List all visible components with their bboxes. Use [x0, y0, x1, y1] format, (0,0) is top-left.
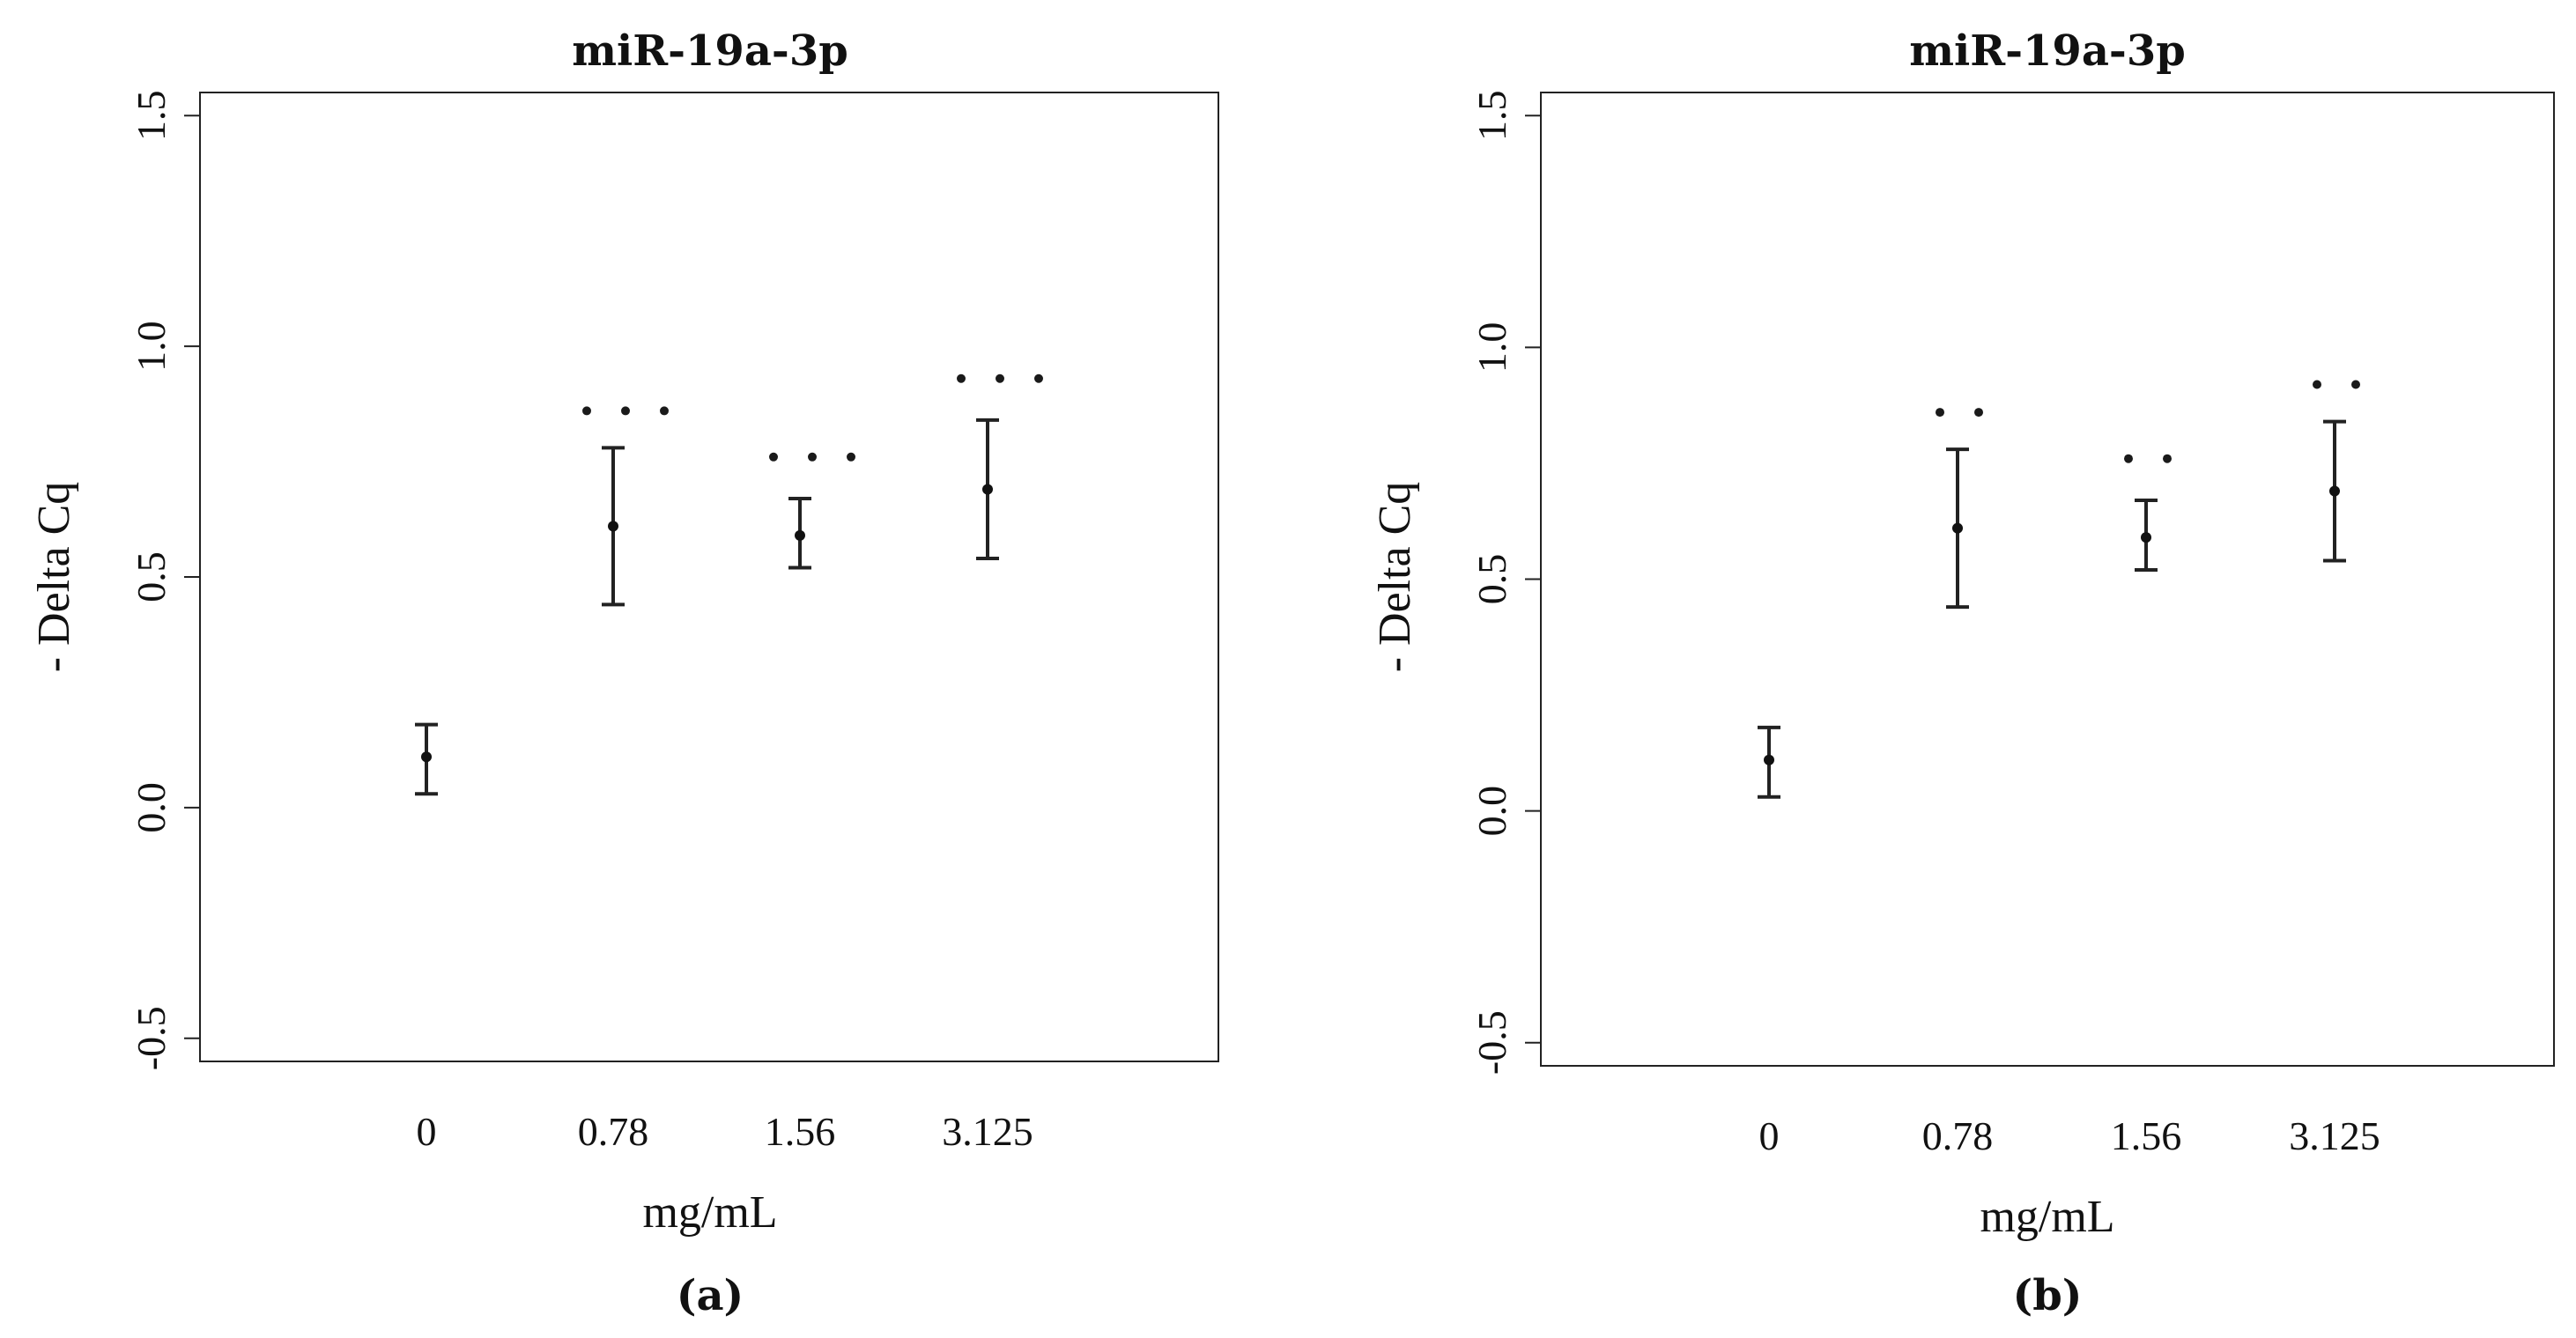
data-point [2141, 532, 2151, 543]
significance-dot [582, 406, 591, 416]
significance-marker [957, 373, 1043, 383]
significance-marker [2124, 454, 2172, 463]
significance-dot [1974, 408, 1983, 418]
chart-title: miR-19a-3p [1909, 26, 2186, 76]
x-tick-label: 0 [1759, 1113, 1780, 1158]
y-tick-label: 0.5 [1469, 554, 1514, 605]
y-tick-label: -0.5 [1469, 1010, 1514, 1075]
y-tick-label: 1.0 [1469, 322, 1514, 373]
y-tick-label: 1.5 [129, 90, 174, 141]
data-point [1952, 522, 1963, 534]
x-tick-label: 1.56 [2111, 1113, 2182, 1158]
significance-dot [621, 406, 630, 416]
significance-dot [996, 373, 1004, 383]
x-tick-label: 3.125 [2289, 1113, 2380, 1158]
plot-area: -0.5 0.0 0.5 1.0 1.5 0 0.78 1.56 3.125 [129, 90, 1043, 1154]
y-tick-label: 0.0 [1469, 786, 1514, 837]
x-tick-label: 0.78 [578, 1109, 649, 1154]
chart-panel-a: miR-19a-3p -0.5 0.0 0.5 1.0 1.5 0 0.78 1.56 3.12… [29, 26, 1219, 1320]
x-tick-label: 0.78 [1922, 1113, 1994, 1158]
y-tick-label: 0.0 [129, 782, 174, 833]
chart-panel-b: miR-19a-3p -0.5 0.0 0.5 1.0 1.5 0 0.78 1.56 3.12… [1370, 26, 2555, 1320]
y-tick-label: 0.5 [129, 551, 174, 602]
significance-marker [1936, 408, 1983, 418]
significance-marker [769, 452, 855, 462]
significance-dot [1936, 408, 1944, 418]
significance-dot [2163, 454, 2172, 463]
significance-dot [2124, 454, 2133, 463]
data-point [1764, 754, 1774, 765]
significance-dot [1034, 373, 1043, 383]
x-axis-label: mg/mL [1980, 1192, 2114, 1242]
significance-dot [808, 452, 817, 462]
y-axis-label: - Delta Cq [1370, 482, 1420, 673]
x-tick-label: 0 [417, 1109, 437, 1154]
y-axis-label: - Delta Cq [29, 482, 79, 673]
significance-marker [2313, 380, 2360, 389]
y-tick-label: 1.5 [1469, 91, 1514, 142]
x-tick-label: 1.56 [765, 1109, 836, 1154]
y-tick-label: -0.5 [129, 1006, 174, 1070]
chart-title: miR-19a-3p [572, 26, 848, 76]
plot-frame [1540, 92, 2555, 1067]
plot-area: -0.5 0.0 0.5 1.0 1.5 0 0.78 1.56 3.125 [1469, 91, 2380, 1158]
data-point [421, 751, 432, 763]
significance-dot [2313, 380, 2321, 389]
data-point [795, 529, 805, 541]
panel-label: (a) [677, 1271, 744, 1320]
data-point [608, 521, 618, 532]
significance-marker [582, 406, 669, 416]
data-point [982, 484, 993, 495]
x-axis-label: mg/mL [642, 1187, 777, 1238]
significance-dot [769, 452, 778, 462]
plot-frame [199, 92, 1219, 1062]
data-point [2329, 485, 2340, 497]
significance-dot [847, 452, 855, 462]
significance-dot [2351, 380, 2360, 389]
panel-label: (b) [2013, 1271, 2083, 1320]
x-tick-label: 3.125 [942, 1109, 1033, 1154]
significance-dot [660, 406, 669, 416]
y-tick-label: 1.0 [129, 321, 174, 372]
significance-dot [957, 373, 966, 383]
